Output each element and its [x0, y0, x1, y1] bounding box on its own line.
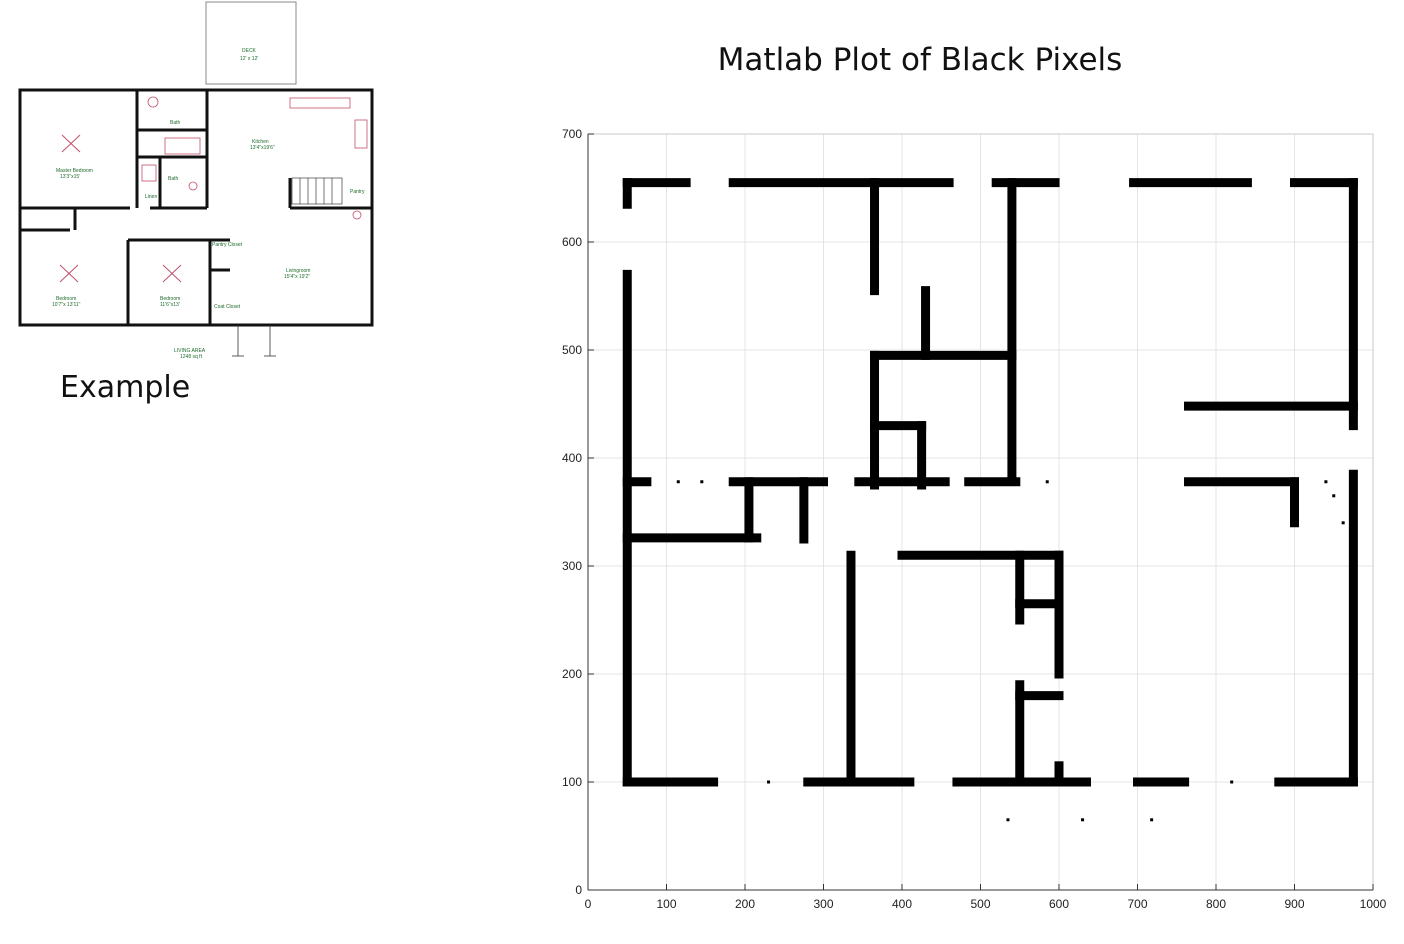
pixel-point: [1324, 480, 1328, 484]
bedroom-left-label: Bedroom: [56, 296, 76, 302]
living-room-label: Livingroom: [286, 268, 310, 274]
x-tick-label: 700: [1127, 897, 1147, 911]
grid-lines: [587, 133, 1374, 891]
deck-label: DECK: [242, 48, 257, 54]
pixel-point: [700, 480, 704, 484]
x-tick-label: 200: [735, 897, 755, 911]
y-tick-label: 200: [562, 667, 582, 681]
entry-steps: [232, 325, 276, 357]
black-pixel-plot: 0 100 200 300 400 500 600 700 800 900 1000 0 100 200 3…: [562, 127, 1387, 911]
x-tick-label: 500: [970, 897, 990, 911]
bedroom-left-size: 10'7"x 13'11": [52, 302, 81, 308]
deck-outline: [205, 1, 297, 85]
x-tick-label: 300: [813, 897, 833, 911]
x-tick-label: 400: [892, 897, 912, 911]
x-tick-label: 800: [1206, 897, 1226, 911]
bath-lower-label: Bath: [168, 176, 179, 182]
axes: 0 100 200 300 400 500 600 700 800 900 1000 0 100 200 3…: [562, 127, 1387, 911]
bedroom-mid-label: Bedroom: [160, 296, 180, 302]
y-tick-label: 500: [562, 343, 582, 357]
kitchen-label: Kitchen: [252, 139, 269, 145]
ceiling-fan-icons: [59, 134, 182, 283]
x-tick-label: 900: [1284, 897, 1304, 911]
fixture-icons: [141, 96, 368, 220]
pixel-point: [1045, 480, 1049, 484]
living-area-label: LIVING AREA: [174, 348, 206, 354]
x-tick-label: 0: [585, 897, 592, 911]
y-tick-label: 100: [562, 775, 582, 789]
y-tick-label: 700: [562, 127, 582, 141]
deck-size-label: 12' x 12': [240, 56, 258, 62]
coat-closet-label: Coat Closet: [214, 304, 241, 310]
stairs: [291, 177, 343, 205]
living-area-size: 1248 sq ft: [180, 354, 203, 360]
example-caption: Example: [60, 370, 191, 405]
pantry-closet-label: Pantry Closet: [212, 242, 243, 248]
y-tick-label: 0: [575, 883, 582, 897]
pixel-point: [1332, 494, 1336, 498]
linen-label: Linen: [145, 194, 157, 200]
y-tick-label: 600: [562, 235, 582, 249]
pixel-point: [1081, 818, 1085, 822]
kitchen-size: 13'4"x19'6": [250, 145, 275, 151]
bedroom-mid-size: 11'6"x13': [160, 302, 180, 308]
x-tick-label: 1000: [1360, 897, 1387, 911]
exterior-walls: [18, 88, 374, 327]
chart-title: Matlab Plot of Black Pixels: [717, 42, 1123, 78]
pixel-point: [1006, 818, 1010, 822]
example-floor-plan: DECK 12' x 12': [0, 0, 400, 420]
bath-upper-label: Bath: [170, 120, 181, 126]
pantry-label: Pantry: [350, 189, 365, 195]
pixel-point: [767, 780, 771, 784]
floor-plan-drawing: DECK 12' x 12': [18, 1, 374, 360]
x-tick-label: 600: [1049, 897, 1069, 911]
x-tick-label: 100: [656, 897, 676, 911]
pixel-point: [1341, 521, 1345, 525]
y-tick-label: 400: [562, 451, 582, 465]
y-tick-label: 300: [562, 559, 582, 573]
living-room-size: 15'4"x 19'2": [284, 274, 310, 280]
pixel-point: [1230, 780, 1234, 784]
pixel-point: [676, 480, 680, 484]
data-marks: [622, 178, 1358, 822]
master-bedroom-size: 13'3"x15': [60, 174, 80, 180]
master-bedroom-label: Master Bedroom: [56, 168, 93, 174]
pixel-point: [1150, 818, 1154, 822]
